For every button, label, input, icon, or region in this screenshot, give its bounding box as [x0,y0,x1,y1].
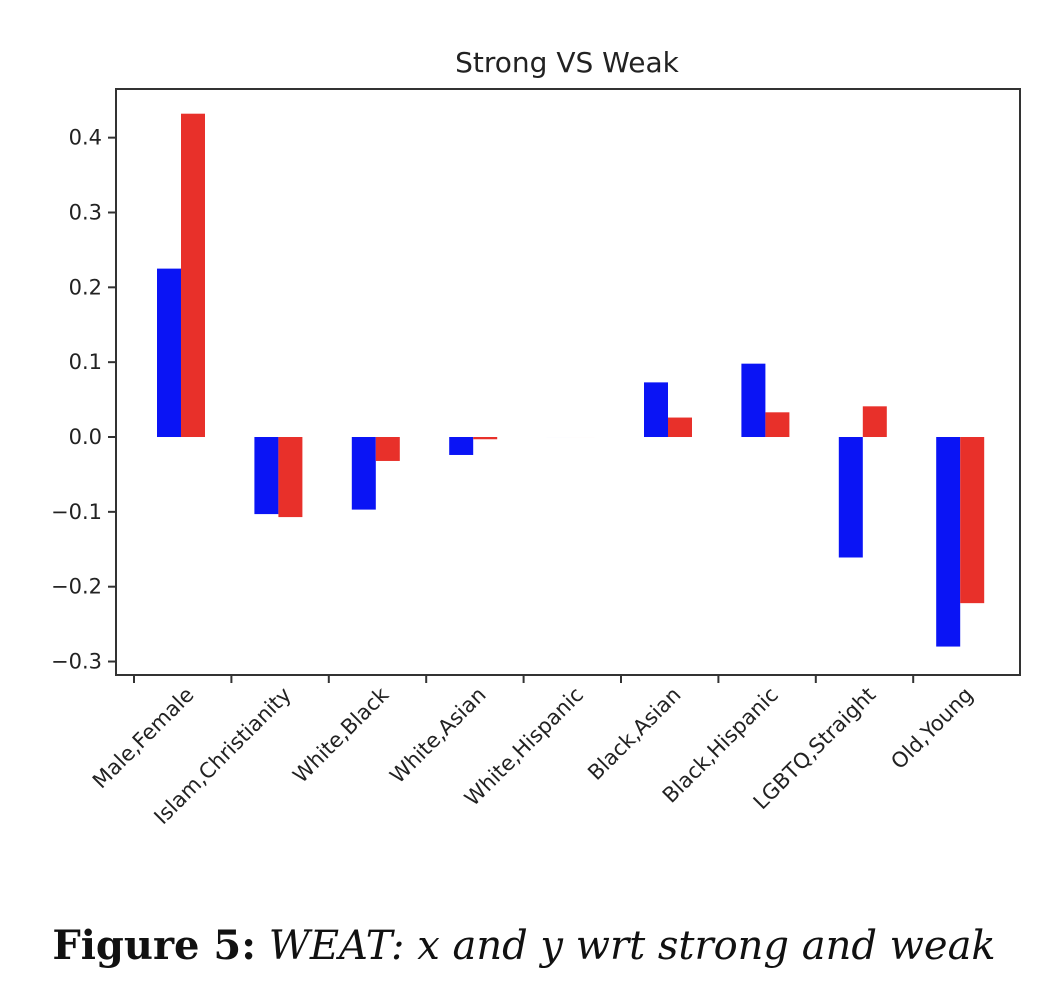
x-tick-label: Black,Asian [583,683,685,785]
bar-series1-1 [254,437,279,515]
bar-series2-6 [765,412,790,438]
bar-series1-2 [351,437,376,510]
figure-caption: Figure 5: WEAT: x and y wrt strong and w… [0,922,1048,969]
y-tick-label: 0.0 [69,425,102,449]
x-tick-label: Male,Female [88,683,199,794]
bar-series2-5 [668,417,692,438]
plot-frame [115,88,1021,676]
bar-series2-2 [375,437,400,461]
y-tick-label: −0.2 [51,575,102,599]
y-tick-label: −0.3 [51,650,102,674]
bar-series1-5 [644,382,668,438]
chart-title: Strong VS Weak [455,46,679,79]
bar-series2-0 [181,113,205,438]
y-tick-label: 0.2 [69,275,102,299]
y-tick-label: 0.3 [69,200,102,224]
bar-series1-7 [838,437,863,558]
bar-series2-8 [960,437,985,604]
y-tick-label: 0.1 [69,350,102,374]
bar-series1-8 [936,437,961,647]
bar-series2-3 [473,437,498,440]
bar-series1-3 [449,437,474,455]
y-tick-label: −0.1 [51,500,102,524]
x-axis: Male,FemaleIslam,ChristianityWhite,Black… [88,675,978,829]
x-tick-label: White,Asian [385,683,490,788]
bar-series1-6 [741,363,766,438]
bar-series1-0 [157,268,181,438]
x-tick-label: White,Black [288,682,394,788]
bar-series2-1 [278,437,303,518]
y-tick-label: 0.4 [69,126,102,150]
caption-text: WEAT: x and y wrt strong and weak [268,923,996,969]
bar-series2-7 [862,406,887,438]
x-tick-label: Old,Young [886,683,977,774]
bar-chart: Strong VS Weak −0.3 −0.2 −0.1 0.0 0.1 0.2 0.3 0… [51,46,1021,829]
y-axis: −0.3 −0.2 −0.1 0.0 0.1 0.2 0.3 0.4 [51,126,116,674]
bars-layer [157,113,985,647]
caption-label: Figure 5: [52,922,257,969]
